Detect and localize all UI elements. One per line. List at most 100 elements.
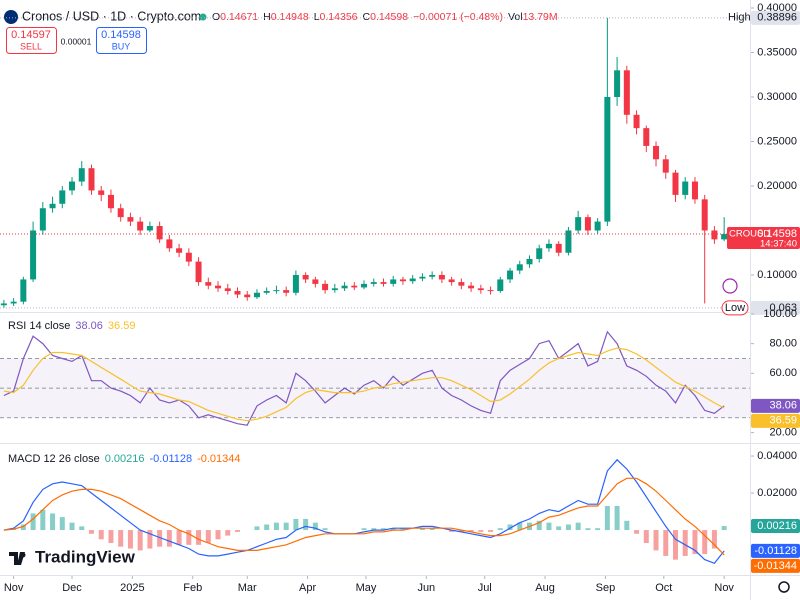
histogram-bar bbox=[449, 530, 455, 532]
candle-body bbox=[507, 270, 514, 280]
last-value-bg bbox=[751, 519, 800, 534]
x-tick-label: Apr bbox=[299, 582, 316, 594]
candle-body bbox=[185, 252, 192, 262]
candle-body bbox=[711, 230, 718, 240]
histogram-bar bbox=[234, 530, 240, 532]
indicator-value: 0.00216 bbox=[105, 453, 145, 465]
histogram-bar bbox=[312, 522, 318, 531]
histogram-bar bbox=[692, 530, 698, 555]
indicator-value: 38.06 bbox=[75, 320, 103, 332]
ohlc-label: L bbox=[314, 11, 320, 23]
histogram-bar bbox=[604, 506, 610, 531]
x-tick-label: Nov bbox=[714, 582, 734, 594]
histogram-bar bbox=[721, 526, 727, 531]
candle-body bbox=[20, 279, 27, 302]
histogram-bar bbox=[361, 528, 367, 531]
candle-body bbox=[283, 290, 290, 293]
settings-icon[interactable] bbox=[778, 581, 790, 593]
histogram-bar bbox=[322, 528, 328, 531]
ohlc-value: 0.14671 bbox=[220, 11, 258, 23]
y-tick-label: 60.00 bbox=[769, 367, 797, 379]
indicator-header: MACD 12 26 close 0.00216 -0.01128 -0.01344 bbox=[8, 453, 241, 465]
indicator-title: MACD 12 26 close bbox=[8, 453, 100, 465]
histogram-bar bbox=[711, 530, 717, 549]
candle-body bbox=[0, 303, 7, 306]
candle-body bbox=[691, 181, 698, 200]
buy-button[interactable] bbox=[96, 27, 147, 54]
low-label: Low bbox=[725, 302, 745, 314]
candle-body bbox=[156, 226, 163, 240]
candle-body bbox=[39, 208, 46, 231]
series-line bbox=[3, 477, 725, 556]
y-tick-label: 0.02000 bbox=[757, 487, 797, 499]
candle-body bbox=[331, 288, 338, 291]
candle-body bbox=[127, 217, 134, 222]
ohlc-label: H bbox=[263, 11, 271, 23]
candle-body bbox=[312, 279, 319, 284]
histogram-bar bbox=[108, 530, 114, 543]
candle-body bbox=[643, 128, 650, 146]
indicator-title: RSI 14 close bbox=[8, 320, 70, 332]
low-label-bg bbox=[721, 300, 749, 316]
candle-body bbox=[146, 226, 153, 231]
candle-body bbox=[59, 190, 66, 204]
histogram-bar bbox=[536, 520, 542, 531]
volume-value: 13.79M bbox=[523, 11, 558, 23]
candle-body bbox=[49, 203, 56, 209]
buy-label: BUY bbox=[112, 41, 131, 51]
histogram-bar bbox=[614, 506, 620, 531]
y-tick-label: 100.00 bbox=[763, 308, 797, 320]
candle-body bbox=[545, 243, 552, 249]
last-price-bg bbox=[727, 227, 800, 250]
sell-button[interactable] bbox=[6, 27, 57, 54]
candle-body bbox=[351, 285, 358, 288]
candle-body bbox=[409, 278, 416, 282]
high-value-bg bbox=[751, 10, 800, 25]
sell-price: 0.14597 bbox=[11, 29, 51, 41]
histogram-bar bbox=[88, 530, 94, 534]
y-tick-label: 0.30000 bbox=[757, 91, 797, 103]
histogram-bar bbox=[225, 530, 231, 536]
market-status bbox=[199, 13, 207, 21]
candle-body bbox=[205, 282, 212, 286]
histogram-bar bbox=[575, 522, 581, 531]
candle-body bbox=[380, 282, 387, 284]
last-value-bg bbox=[751, 543, 800, 558]
last-value: 36.59 bbox=[769, 415, 797, 427]
histogram-bar bbox=[69, 522, 75, 531]
y-tick-label: 0.04000 bbox=[757, 450, 797, 462]
y-tick-label: 20.00 bbox=[769, 426, 797, 438]
histogram-bar bbox=[186, 530, 192, 545]
y-tick-label: 0.35000 bbox=[757, 46, 797, 58]
change: −0.00071 (−0.48%) bbox=[413, 11, 503, 23]
low-value-bg bbox=[751, 300, 800, 315]
histogram-bar bbox=[59, 517, 65, 531]
histogram-bar bbox=[20, 524, 26, 531]
event-icon[interactable] bbox=[722, 278, 738, 294]
x-tick-label: May bbox=[356, 582, 377, 594]
histogram-bar bbox=[468, 530, 474, 532]
y-tick-label: 0.10000 bbox=[757, 269, 797, 281]
x-tick-label: Oct bbox=[655, 582, 672, 594]
candle-body bbox=[341, 285, 348, 289]
symbol-logo bbox=[4, 10, 18, 24]
last-value: 0.00216 bbox=[757, 520, 797, 532]
high-label: High bbox=[728, 12, 751, 24]
ohlc-value: 0.14598 bbox=[370, 11, 408, 23]
indicator-header: RSI 14 close 38.06 36.59 bbox=[8, 320, 135, 332]
histogram-bar bbox=[254, 526, 260, 531]
histogram-bar bbox=[517, 522, 523, 531]
candle-body bbox=[224, 288, 231, 291]
histogram-bar bbox=[634, 530, 640, 534]
candle-body bbox=[526, 258, 533, 265]
candle-body bbox=[633, 114, 640, 129]
candle-body bbox=[98, 190, 105, 195]
candle-body bbox=[438, 274, 445, 280]
histogram-bar bbox=[458, 530, 464, 532]
x-tick-label: Mar bbox=[238, 582, 257, 594]
candle-body bbox=[458, 282, 465, 286]
candle-body bbox=[477, 288, 484, 291]
candle-body bbox=[244, 294, 251, 298]
